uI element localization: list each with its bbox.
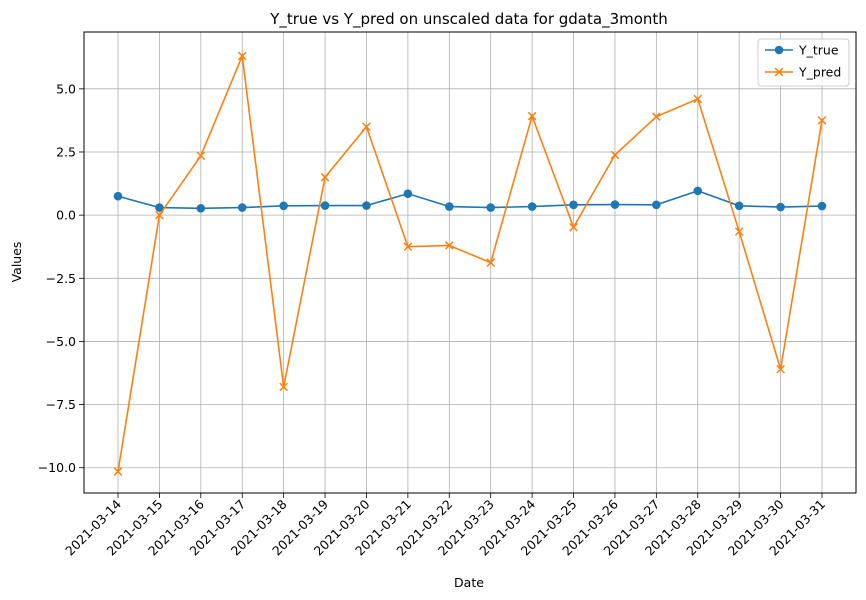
- y-tick-label: −2.5: [46, 271, 76, 286]
- data-point: [403, 189, 413, 198]
- data-point: [527, 111, 537, 121]
- data-point: [569, 200, 578, 210]
- data-point: [320, 201, 330, 210]
- data-point: [279, 382, 288, 392]
- legend-item: Y_pred: [765, 65, 841, 80]
- legend-marker: [774, 45, 784, 55]
- data-point: [734, 227, 744, 236]
- data-point: [693, 94, 703, 104]
- data-point: [610, 200, 620, 209]
- x-axis-ticks: 2021-03-142021-03-152021-03-162021-03-17…: [62, 493, 828, 558]
- data-point: [776, 364, 785, 374]
- data-point: [486, 258, 496, 267]
- data-point: [113, 467, 123, 476]
- legend-label: Y_true: [798, 43, 839, 58]
- chart-title: Y_true vs Y_pred on unscaled data for gd…: [269, 10, 668, 29]
- data-point: [817, 201, 827, 211]
- data-point: [652, 200, 661, 210]
- y-tick-label: 2.5: [56, 144, 76, 159]
- data-point: [610, 150, 620, 160]
- y-tick-label: 0.0: [56, 208, 76, 223]
- grid: [84, 32, 856, 493]
- y-axis-label: Values: [9, 242, 24, 283]
- data-point: [776, 202, 785, 212]
- data-point: [693, 186, 703, 196]
- legend-item: Y_true: [765, 43, 839, 58]
- series-line-y-true: [117, 190, 823, 210]
- data-point: [569, 222, 578, 232]
- data-point: [320, 172, 330, 182]
- data-point: [237, 51, 247, 61]
- data-point: [403, 242, 413, 252]
- y-tick-label: −5.0: [46, 334, 76, 349]
- y-tick-label: −7.5: [46, 397, 76, 412]
- y-tick-label: −10.0: [38, 460, 76, 475]
- data-point: [734, 201, 744, 211]
- data-point: [196, 204, 206, 213]
- data-point: [362, 122, 371, 132]
- data-point: [652, 112, 661, 121]
- data-point: [155, 203, 164, 212]
- y-axis-ticks: −10.0 −7.5 −5.0 −2.5 0.0 2.5 5.0: [38, 81, 84, 475]
- plot-frame: [83, 31, 857, 494]
- data-point: [817, 116, 827, 125]
- series-line-y-pred: [117, 52, 823, 472]
- data-point: [155, 210, 164, 220]
- legend-label: Y_pred: [798, 65, 841, 80]
- data-point: [237, 203, 247, 212]
- data-point: [527, 202, 537, 211]
- data-point: [113, 191, 123, 201]
- data-point: [279, 201, 288, 211]
- x-axis-label: Date: [454, 575, 484, 590]
- legend: Y_true Y_pred: [757, 38, 850, 87]
- data-point: [196, 151, 206, 161]
- y-tick-label: 5.0: [56, 81, 76, 96]
- data-point: [444, 202, 454, 211]
- data-point: [444, 241, 454, 250]
- series-layer: [113, 51, 827, 476]
- data-point: [486, 203, 496, 212]
- data-point: [362, 201, 371, 210]
